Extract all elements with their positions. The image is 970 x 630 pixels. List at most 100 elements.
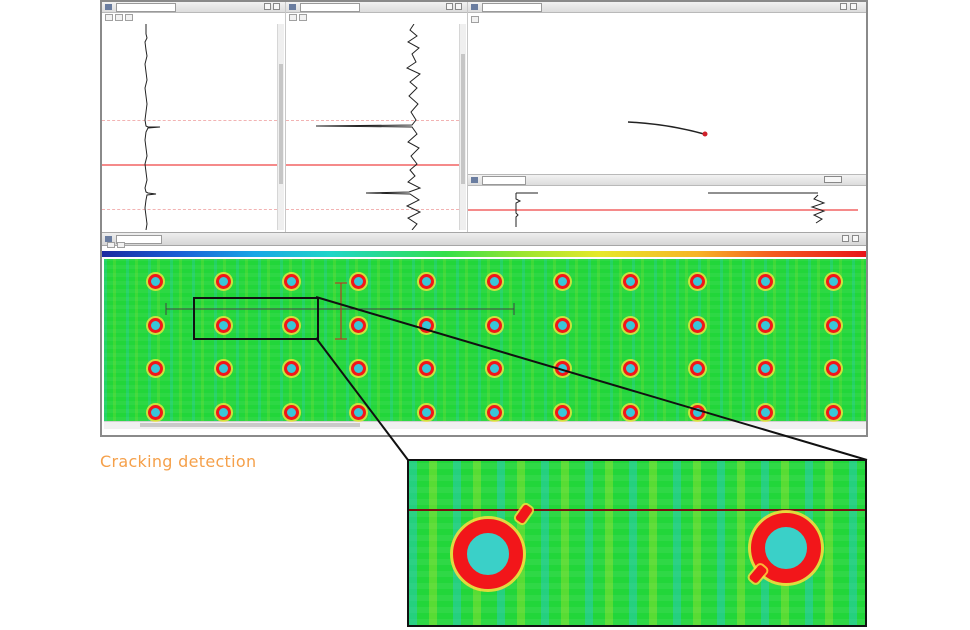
close-icon[interactable] bbox=[455, 3, 462, 10]
toolbar-button[interactable] bbox=[115, 14, 123, 21]
fastener-hole-indication bbox=[826, 361, 841, 376]
amplitude-color-palette[interactable] bbox=[102, 251, 866, 257]
pane-menu-icon[interactable] bbox=[824, 176, 842, 183]
fastener-hole-indication bbox=[216, 361, 231, 376]
pane-icon bbox=[105, 236, 112, 242]
gate-line bbox=[286, 209, 459, 210]
pane-menu-icon[interactable] bbox=[264, 3, 271, 10]
cscan-image[interactable] bbox=[104, 259, 866, 429]
fastener-hole-indication bbox=[487, 274, 502, 289]
fastener-hole-indication bbox=[758, 361, 773, 376]
fastener-hole-indication bbox=[148, 274, 163, 289]
fastener-hole-indication bbox=[216, 274, 231, 289]
vertical-scrollbar[interactable] bbox=[277, 24, 284, 230]
fastener-hole-indication bbox=[148, 361, 163, 376]
scan-view-pane bbox=[468, 2, 866, 174]
fastener-hole-indication bbox=[690, 274, 705, 289]
scan-trajectory-plot bbox=[627, 121, 708, 137]
fastener-hole-indication bbox=[826, 405, 841, 420]
fastener-hole-indication bbox=[284, 405, 299, 420]
fastener-hole-with-crack bbox=[453, 519, 523, 589]
probe-position-marker bbox=[702, 131, 708, 137]
pane-menu-icon[interactable] bbox=[842, 235, 849, 242]
toolbar-button[interactable] bbox=[471, 16, 479, 23]
scrollbar-thumb[interactable] bbox=[279, 64, 283, 184]
gate-line bbox=[468, 209, 858, 211]
ascan-signal-1 bbox=[144, 24, 161, 230]
ascan-pane-2 bbox=[286, 2, 468, 232]
fastener-hole-indication bbox=[758, 318, 773, 333]
close-icon[interactable] bbox=[852, 235, 859, 242]
close-icon[interactable] bbox=[850, 3, 857, 10]
fastener-hole-indication bbox=[351, 274, 366, 289]
ascan-pane-1-titlebar bbox=[102, 2, 285, 13]
pane-icon bbox=[289, 4, 296, 10]
fastener-hole-indication bbox=[758, 274, 773, 289]
fastener-hole-indication bbox=[487, 318, 502, 333]
fastener-hole-indication bbox=[148, 318, 163, 333]
fastener-hole-indication bbox=[826, 274, 841, 289]
ascan-pane-2-title[interactable] bbox=[300, 3, 360, 12]
toolbar-button[interactable] bbox=[289, 14, 297, 21]
toolbar-button[interactable] bbox=[125, 14, 133, 21]
pane-menu-icon[interactable] bbox=[446, 3, 453, 10]
fastener-hole-indication bbox=[623, 318, 638, 333]
ascan-signal-2 bbox=[315, 24, 422, 230]
toolbar-button[interactable] bbox=[117, 242, 125, 248]
fastener-hole-indication bbox=[555, 318, 570, 333]
cracking-detection-caption: Cracking detection bbox=[100, 452, 257, 471]
toolbar-button[interactable] bbox=[105, 14, 113, 21]
fastener-hole-indication bbox=[690, 318, 705, 333]
cscan-titlebar bbox=[102, 232, 866, 246]
fastener-hole-indication bbox=[555, 274, 570, 289]
fastener-hole-indication bbox=[216, 318, 231, 333]
inspection-software-window bbox=[100, 0, 868, 437]
echo-strip-signal bbox=[515, 192, 826, 227]
crack-indication bbox=[514, 503, 534, 525]
fastener-hole-indication bbox=[623, 274, 638, 289]
scrollbar-thumb[interactable] bbox=[140, 423, 360, 427]
fastener-hole-indication bbox=[623, 405, 638, 420]
fastener-hole-indication bbox=[555, 405, 570, 420]
fastener-hole-indication bbox=[284, 318, 299, 333]
pane-icon bbox=[471, 4, 478, 10]
scrollbar-thumb[interactable] bbox=[461, 54, 465, 184]
fastener-hole-indication bbox=[487, 361, 502, 376]
pane-menu-icon[interactable] bbox=[840, 3, 847, 10]
horizontal-scrollbar[interactable] bbox=[104, 421, 866, 429]
cscan-title[interactable] bbox=[116, 235, 162, 244]
fastener-hole-indication bbox=[419, 405, 434, 420]
fastener-hole-indication bbox=[351, 405, 366, 420]
zoom-reference-line bbox=[409, 509, 865, 511]
zoomed-defect-view bbox=[407, 459, 867, 627]
pane-icon bbox=[105, 4, 112, 10]
toolbar-button[interactable] bbox=[107, 242, 115, 248]
gate-line bbox=[286, 164, 459, 166]
fastener-hole-indication bbox=[419, 361, 434, 376]
fastener-hole-indication bbox=[690, 361, 705, 376]
ascan-pane-1-title[interactable] bbox=[116, 3, 176, 12]
pane-icon bbox=[471, 177, 478, 183]
echo-strip-pane bbox=[468, 174, 866, 232]
measurement-overlay bbox=[165, 282, 515, 340]
ascan-pane-2-titlebar bbox=[286, 2, 467, 13]
gate-line bbox=[286, 120, 459, 121]
ascan-pane-1 bbox=[102, 2, 286, 232]
echo-strip-titlebar bbox=[468, 175, 866, 186]
fastener-hole-indication bbox=[758, 405, 773, 420]
fastener-hole-indication bbox=[623, 361, 638, 376]
vertical-scrollbar[interactable] bbox=[459, 24, 466, 230]
zoom-selection-box[interactable] bbox=[193, 297, 319, 340]
fastener-hole-indication bbox=[284, 361, 299, 376]
gate-line bbox=[102, 209, 277, 210]
fastener-hole-indication bbox=[284, 274, 299, 289]
gate-line bbox=[102, 164, 277, 166]
toolbar-button[interactable] bbox=[299, 14, 307, 21]
echo-strip-title[interactable] bbox=[482, 176, 526, 185]
fastener-hole-indication bbox=[826, 318, 841, 333]
scan-view-title[interactable] bbox=[482, 3, 542, 12]
scan-view-titlebar bbox=[468, 2, 866, 13]
gate-line bbox=[102, 120, 277, 121]
close-icon[interactable] bbox=[273, 3, 280, 10]
